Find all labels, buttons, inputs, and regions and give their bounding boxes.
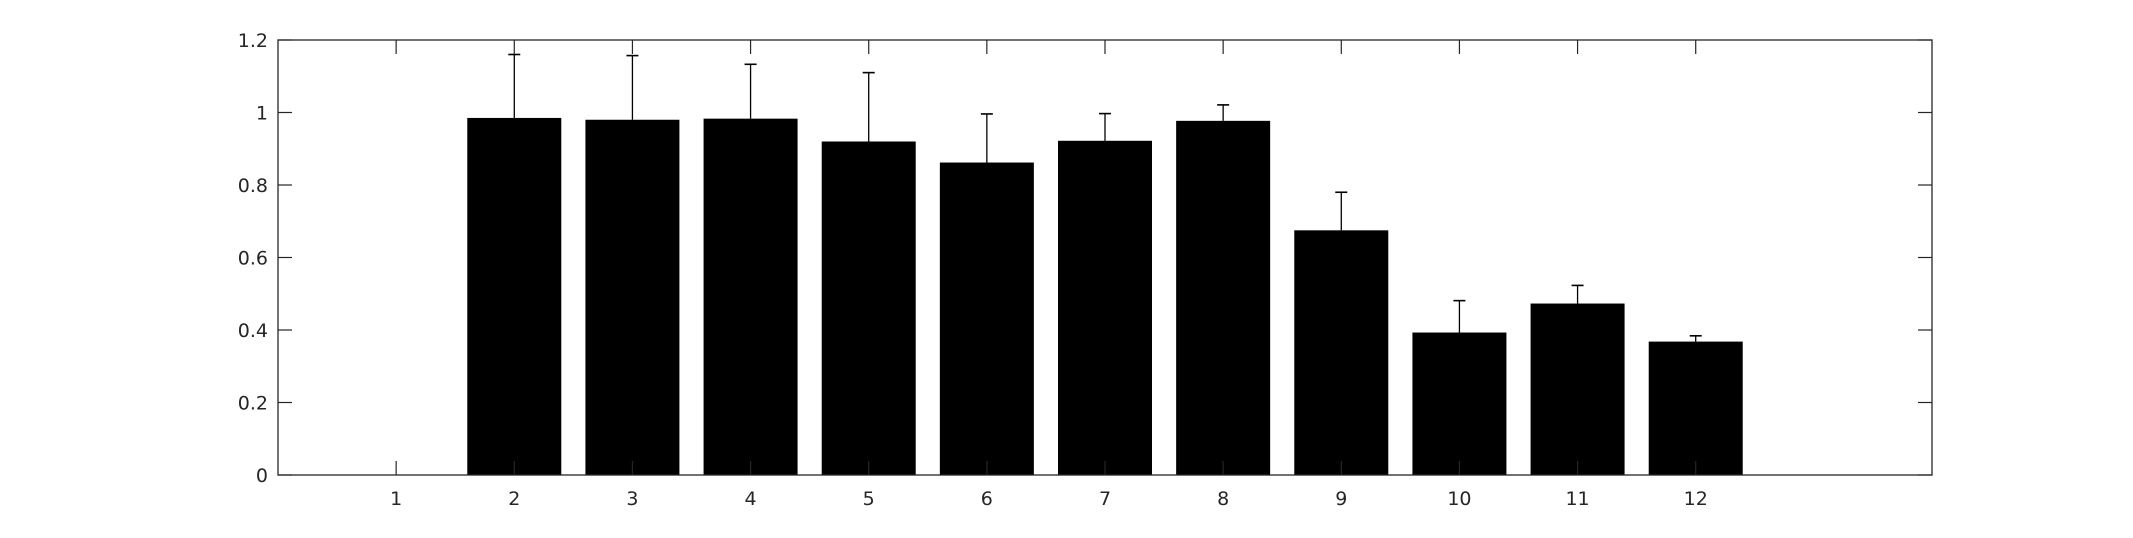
y-tick-label: 0.4 xyxy=(238,320,268,342)
x-tick-label-7: 7 xyxy=(1099,488,1111,510)
x-tick-label-5: 5 xyxy=(863,488,875,510)
bar-6 xyxy=(939,162,1034,475)
bar-11 xyxy=(1530,303,1625,475)
bar-3 xyxy=(585,119,680,475)
x-tick-label-10: 10 xyxy=(1447,488,1471,510)
x-tick-label-4: 4 xyxy=(745,488,757,510)
bar-12 xyxy=(1648,341,1743,475)
x-tick-label-9: 9 xyxy=(1335,488,1347,510)
y-tick-label: 1.2 xyxy=(238,30,268,52)
error-bars-group xyxy=(508,53,1702,342)
x-tick-label-2: 2 xyxy=(508,488,520,510)
y-tick-label: 0 xyxy=(256,465,268,487)
bar-2 xyxy=(467,117,562,475)
bar-9 xyxy=(1294,230,1389,475)
axes-box xyxy=(277,39,1933,476)
x-tick-labels: 1 2 3 4 5 6 7 8 9 10 11 12 xyxy=(390,488,1708,510)
y-tick-label: 0.8 xyxy=(238,175,268,197)
bar-7 xyxy=(1058,140,1152,475)
x-tick-label-3: 3 xyxy=(626,488,638,510)
bar-4 xyxy=(703,118,798,475)
x-tick-label-8: 8 xyxy=(1217,488,1229,510)
bar-5 xyxy=(821,141,916,475)
x-tick-label-6: 6 xyxy=(981,488,993,510)
y-tick-label: 0.6 xyxy=(238,248,268,270)
y-tick-labels: 0 0.2 0.4 0.6 0.8 1 1.2 xyxy=(238,30,268,487)
x-tick-label-12: 12 xyxy=(1684,488,1708,510)
x-tick-label-11: 11 xyxy=(1565,488,1589,510)
x-tick-label-1: 1 xyxy=(390,488,402,510)
bar-8 xyxy=(1176,120,1271,476)
y-tick-label: 1 xyxy=(256,103,268,125)
bar-10 xyxy=(1412,332,1507,475)
bars-group xyxy=(467,117,1743,476)
y-tick-label: 0.2 xyxy=(238,393,268,415)
